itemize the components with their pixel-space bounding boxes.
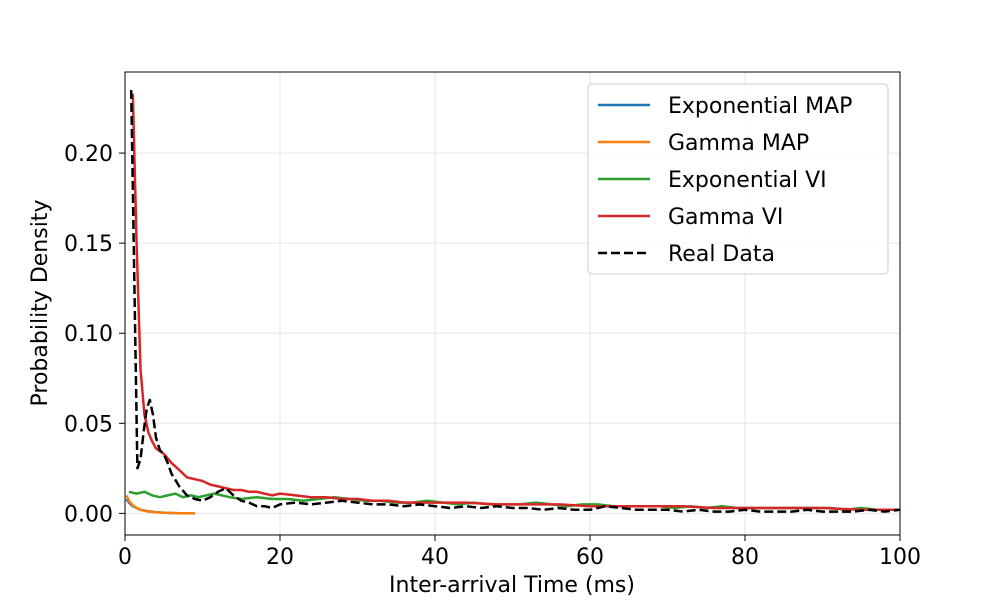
x-tick-label-2: 40 xyxy=(421,545,449,570)
x-tick-label-5: 100 xyxy=(879,545,921,570)
legend-label-exponential-map: Exponential MAP xyxy=(668,94,852,119)
series-line-real-data xyxy=(129,89,900,513)
x-tick-label-1: 20 xyxy=(266,545,294,570)
y-tick-label-1: 0.05 xyxy=(64,412,113,437)
y-tick-label-4: 0.20 xyxy=(64,142,113,167)
x-tick-label-0: 0 xyxy=(118,545,132,570)
series-layer xyxy=(125,89,900,515)
legend-label-exponential-vi: Exponential VI xyxy=(668,168,827,193)
series-line-gamma-map xyxy=(125,494,195,515)
y-tick-label-0: 0.00 xyxy=(64,502,113,527)
legend-box xyxy=(587,83,889,275)
ticks: 0 20 40 60 80 100 0.00 0.05 0.10 0.15 0.20 xyxy=(64,142,921,570)
series-line-gamma-vi xyxy=(131,93,900,512)
legend-label-real-data: Real Data xyxy=(668,242,775,267)
y-tick-label-3: 0.15 xyxy=(64,232,113,257)
x-tick-label-4: 80 xyxy=(731,545,759,570)
legend-label-gamma-vi: Gamma VI xyxy=(668,205,783,230)
y-tick-label-2: 0.10 xyxy=(64,322,113,347)
x-axis-label: Inter-arrival Time (ms) xyxy=(389,573,635,598)
plot-frame xyxy=(124,71,901,536)
x-tick-label-3: 60 xyxy=(576,545,604,570)
legend-label-gamma-map: Gamma MAP xyxy=(668,131,809,156)
legend: Exponential MAP Gamma MAP Exponential VI Ga… xyxy=(587,83,889,275)
y-axis-label: Probability Density xyxy=(28,200,53,407)
